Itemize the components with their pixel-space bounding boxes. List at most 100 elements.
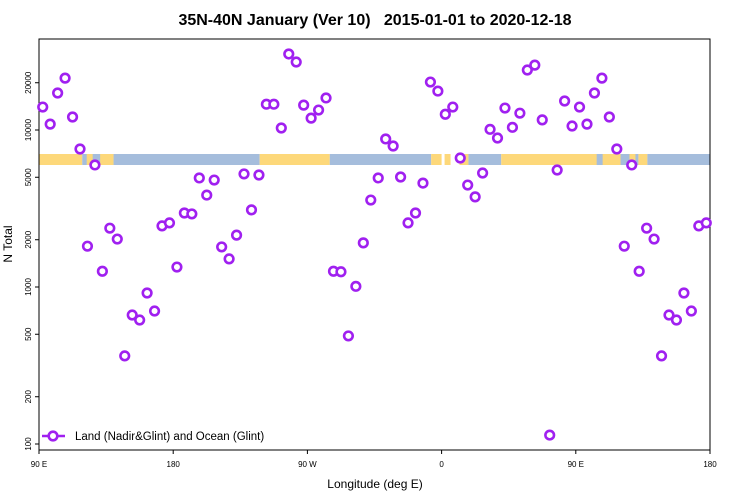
- data-point: [96, 265, 108, 277]
- legend-label: Land (Nadir&Glint) and Ocean (Glint): [75, 431, 264, 443]
- data-point: [104, 222, 116, 234]
- land-band-segment: [638, 154, 648, 165]
- data-point: [633, 265, 645, 277]
- data-point: [447, 101, 459, 113]
- y-tick-label: 20000: [24, 71, 33, 94]
- data-point: [365, 194, 377, 206]
- ocean-band-segment: [468, 154, 502, 165]
- ocean-band-segment: [647, 154, 710, 165]
- data-point: [521, 64, 533, 76]
- data-point: [216, 241, 228, 253]
- data-point: [626, 159, 638, 171]
- data-point: [506, 121, 519, 133]
- y-tick-label: 2000: [24, 230, 33, 248]
- data-point: [81, 240, 94, 252]
- data-point: [618, 240, 630, 252]
- data-point: [119, 350, 131, 362]
- data-point: [312, 104, 325, 116]
- data-point: [66, 111, 79, 123]
- land-band-segment: [39, 154, 83, 165]
- y-axis-label: N Total: [1, 225, 15, 262]
- ocean-band-segment: [596, 154, 603, 165]
- data-point: [409, 207, 422, 219]
- data-point: [372, 172, 384, 184]
- x-tick-label: 180: [167, 460, 181, 469]
- land-ocean-band: [39, 154, 710, 165]
- data-point: [320, 92, 332, 104]
- data-point: [59, 72, 71, 84]
- land-band-segment: [444, 154, 451, 165]
- data-point: [387, 140, 399, 152]
- chart-title: 35N-40N January (Ver 10) 2015-01-01 to 2…: [178, 12, 571, 29]
- data-point: [648, 233, 660, 245]
- legend-marker: [47, 430, 59, 442]
- data-point: [134, 314, 146, 326]
- data-point: [111, 233, 123, 245]
- y-tick-label: 10000: [24, 118, 33, 141]
- data-point: [588, 87, 601, 99]
- data-point: [469, 191, 481, 203]
- data-point: [454, 152, 466, 164]
- data-point: [89, 159, 101, 171]
- data-point: [148, 305, 161, 317]
- plot-frame: [38, 38, 711, 451]
- data-point: [223, 253, 235, 265]
- data-point: [581, 118, 593, 130]
- data-point: [544, 429, 556, 441]
- data-point: [283, 48, 295, 60]
- data-point: [663, 309, 675, 321]
- ocean-band-segment: [82, 154, 114, 165]
- data-point: [529, 59, 541, 71]
- data-point: [74, 143, 86, 155]
- data-point: [477, 167, 489, 179]
- y-tick-label: 5000: [24, 168, 33, 186]
- x-tick-label: 180: [703, 460, 717, 469]
- y-tick-label: 200: [24, 390, 33, 404]
- data-point: [335, 266, 347, 278]
- data-point: [342, 330, 355, 342]
- data-point: [298, 99, 310, 111]
- land-band-segment: [431, 154, 442, 165]
- data-point: [305, 112, 317, 124]
- data-point: [559, 95, 571, 107]
- data-point: [655, 350, 668, 362]
- x-tick-label: 90 E: [31, 460, 47, 469]
- data-point: [208, 174, 220, 186]
- data-point: [678, 287, 690, 299]
- data-point: [253, 169, 265, 181]
- data-point: [350, 280, 362, 292]
- data-point: [141, 287, 153, 299]
- data-point: [484, 123, 496, 135]
- data-point: [573, 101, 586, 113]
- ocean-band-segment: [329, 154, 432, 165]
- data-point: [641, 222, 653, 234]
- data-point: [186, 208, 198, 220]
- land-band-segment: [501, 154, 621, 165]
- data-point: [491, 132, 504, 144]
- data-point: [566, 120, 578, 132]
- data-point: [499, 102, 511, 114]
- data-point: [163, 217, 176, 229]
- data-point: [536, 114, 548, 126]
- data-point: [37, 101, 49, 113]
- data-point: [357, 237, 369, 249]
- data-point: [201, 189, 213, 201]
- data-point: [268, 98, 280, 110]
- data-point: [394, 171, 407, 183]
- data-point: [52, 87, 64, 99]
- data-point: [551, 164, 563, 176]
- data-point: [44, 118, 56, 130]
- data-point: [402, 217, 414, 229]
- data-point: [670, 314, 683, 326]
- data-point: [193, 172, 205, 184]
- data-point: [126, 309, 138, 321]
- data-point: [275, 122, 287, 134]
- x-axis-label: Longitude (deg E): [327, 477, 422, 491]
- land-band-segment: [259, 154, 330, 165]
- data-point: [603, 111, 615, 123]
- data-point: [230, 229, 243, 241]
- x-tick-label: 90 W: [298, 460, 317, 469]
- data-point: [245, 204, 258, 216]
- data-point: [685, 305, 697, 317]
- data-points: [37, 48, 712, 441]
